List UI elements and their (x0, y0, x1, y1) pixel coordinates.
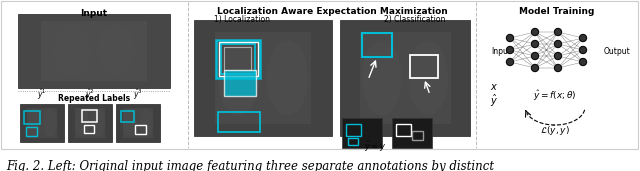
Bar (348, 138, 358, 145)
Circle shape (506, 47, 513, 54)
Bar (194, 20, 332, 136)
Text: Model Training: Model Training (519, 7, 595, 16)
Bar (84, 125, 94, 133)
Ellipse shape (362, 41, 402, 115)
Ellipse shape (27, 109, 41, 137)
Bar (135, 125, 146, 134)
Bar (396, 124, 411, 136)
Bar (18, 14, 170, 88)
Bar (342, 118, 382, 148)
Text: $\hat{y} = f(x; \theta)$: $\hat{y} = f(x; \theta)$ (533, 88, 577, 103)
Text: $\hat{y}$: $\hat{y}$ (490, 93, 498, 109)
Circle shape (579, 47, 586, 54)
Bar (392, 118, 432, 148)
Ellipse shape (408, 41, 448, 115)
Ellipse shape (53, 25, 91, 77)
Text: Input: Input (81, 9, 108, 18)
Circle shape (579, 35, 586, 42)
Text: Input: Input (491, 48, 511, 56)
Circle shape (531, 64, 538, 71)
Circle shape (579, 58, 586, 65)
Bar (218, 112, 260, 132)
Bar (82, 110, 97, 122)
Circle shape (506, 35, 513, 42)
Bar (340, 20, 470, 136)
Circle shape (554, 41, 561, 48)
Text: 2) Classification: 2) Classification (384, 15, 445, 24)
Bar (214, 32, 311, 124)
Circle shape (531, 52, 538, 60)
Text: Output: Output (604, 48, 630, 56)
Text: Localization Aware Expectation Maximization: Localization Aware Expectation Maximizat… (216, 7, 447, 16)
Ellipse shape (97, 25, 135, 77)
Bar (75, 108, 106, 138)
Circle shape (531, 41, 538, 48)
Text: $x$: $x$ (490, 82, 498, 92)
Ellipse shape (75, 109, 89, 137)
Bar (116, 104, 160, 142)
Circle shape (531, 29, 538, 36)
Text: Fig. 2. Left: Original input image featuring three separate annotations by disti: Fig. 2. Left: Original input image featu… (6, 160, 494, 171)
Bar (1, 1, 638, 149)
Text: Repeated Labels: Repeated Labels (58, 94, 130, 103)
Bar (221, 44, 255, 74)
Text: $\hat{y}^3$: $\hat{y}^3$ (133, 88, 143, 102)
Text: $\hat{y} \approx y$: $\hat{y} \approx y$ (364, 139, 387, 154)
Bar (412, 131, 423, 140)
Ellipse shape (91, 109, 106, 137)
Text: $\hat{y}^2$: $\hat{y}^2$ (85, 88, 95, 102)
Bar (362, 33, 392, 57)
Circle shape (506, 58, 513, 65)
Circle shape (554, 64, 561, 71)
Bar (216, 40, 260, 78)
Bar (219, 42, 258, 76)
Text: $\mathcal{L}(\hat{y}, y)$: $\mathcal{L}(\hat{y}, y)$ (540, 123, 570, 138)
Bar (24, 111, 40, 124)
Bar (20, 104, 64, 142)
Bar (410, 55, 438, 78)
Bar (121, 111, 134, 122)
Ellipse shape (43, 109, 58, 137)
Bar (360, 32, 451, 124)
Bar (224, 47, 251, 70)
Bar (41, 21, 147, 81)
Circle shape (554, 52, 561, 60)
Bar (27, 108, 58, 138)
Ellipse shape (139, 109, 154, 137)
Bar (123, 108, 154, 138)
Text: $\hat{y}^1$: $\hat{y}^1$ (37, 88, 47, 102)
Circle shape (554, 29, 561, 36)
Ellipse shape (123, 109, 137, 137)
Bar (346, 124, 361, 136)
Bar (68, 104, 112, 142)
Ellipse shape (218, 41, 260, 115)
Bar (224, 70, 256, 96)
Ellipse shape (266, 41, 308, 115)
Text: 1) Localization: 1) Localization (214, 15, 270, 24)
Bar (26, 127, 37, 136)
